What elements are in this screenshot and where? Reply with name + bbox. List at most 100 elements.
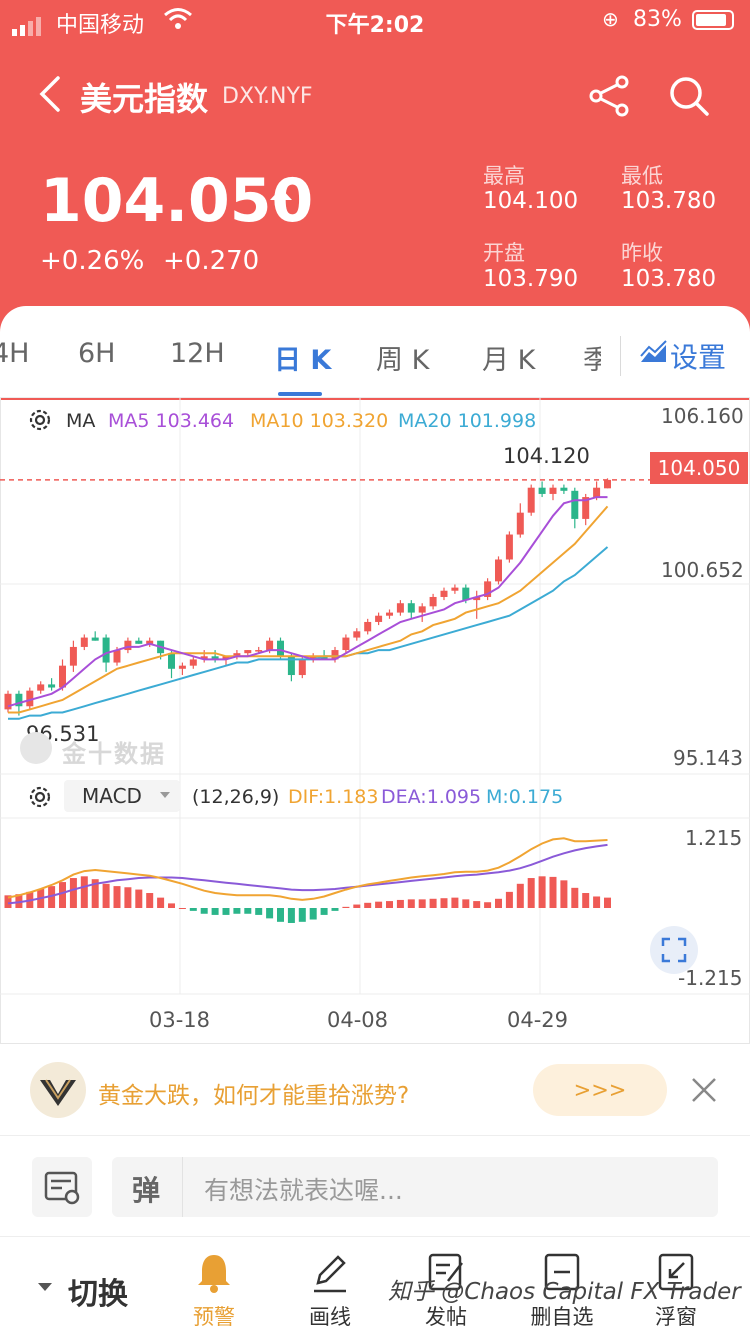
comment-placeholder: 有想法就表达喔... [204, 1176, 403, 1205]
candle-body [113, 650, 121, 663]
carrier-name: 中国移动 [56, 13, 145, 38]
kline-chart[interactable] [0, 398, 750, 1044]
macd-histogram-bar [353, 904, 361, 908]
candle-body [505, 534, 513, 560]
candle-body [59, 665, 66, 688]
tab-4h[interactable]: 4H [0, 338, 30, 369]
candle-body [26, 690, 34, 707]
candle-body [189, 659, 197, 666]
macd-histogram-bar [124, 887, 132, 908]
candle-body [222, 656, 230, 660]
stat-label-open: 开盘 [483, 241, 525, 265]
candle-body [102, 637, 110, 663]
danmaku-badge[interactable]: 弹 [132, 1174, 161, 1207]
chart-settings-icon[interactable] [640, 340, 668, 364]
ma5-line [7, 496, 608, 708]
candle-body [364, 621, 372, 632]
macd-histogram-bar [505, 891, 513, 908]
date-label: 04-29 [507, 1008, 569, 1032]
macd-histogram-bar [331, 908, 339, 911]
change-percent: +0.26% [40, 246, 145, 276]
macd-indicator-select[interactable]: MACD [64, 780, 180, 812]
bottom-toolbar: 切换 预警 画线 发帖 删自选 浮窗 [0, 1236, 750, 1334]
promo-more-button[interactable]: >>> [533, 1064, 667, 1116]
stat-value-high: 104.100 [483, 188, 579, 214]
v-logo-icon [40, 1079, 76, 1106]
period-tabs: 4H 6H 12H 日 K 周 K 月 K 季 设置 [0, 306, 750, 398]
macd-histogram-bar [462, 899, 470, 908]
macd-histogram-bar [287, 908, 295, 923]
price-axis-mid: 100.652 [661, 558, 744, 582]
tab-quarterly[interactable]: 季 [583, 345, 601, 376]
battery-percent: 83% [633, 7, 682, 32]
macd-histogram-bar [593, 896, 601, 908]
macd-histogram-bar [320, 908, 328, 915]
stat-value-open: 103.790 [483, 266, 579, 292]
macd-histogram-bar [396, 899, 404, 908]
candle-body [451, 587, 459, 591]
high-marker-label: 104.120 [503, 444, 590, 468]
ma20-line [8, 546, 609, 720]
macd-histogram-bar [429, 898, 437, 908]
candle-body [48, 684, 56, 688]
tab-weekly[interactable]: 周 K [376, 345, 430, 376]
macd-histogram-bar [113, 886, 121, 908]
signal-icon [12, 11, 44, 36]
macd-histogram-bar [157, 897, 165, 908]
macd-settings-gear-icon[interactable] [26, 783, 54, 811]
tab-monthly[interactable]: 月 K [482, 345, 536, 376]
promo-banner[interactable]: 黄金大跌，如何才能重拾涨势? >>> [0, 1046, 750, 1136]
divider [182, 1157, 183, 1217]
candle-body [429, 596, 437, 607]
macd-histogram-bar [222, 908, 230, 915]
macd-histogram-bar [4, 895, 12, 908]
up-arrow-icon [270, 188, 292, 212]
candle-body [277, 640, 284, 657]
candle-body [37, 684, 45, 691]
remove-watchlist-icon [544, 1253, 580, 1291]
current-price-tag: 104.050 [650, 452, 748, 484]
tab-divider [620, 336, 621, 376]
search-icon[interactable] [667, 74, 711, 118]
candle-body [124, 640, 132, 651]
ma20-value: MA20 101.998 [398, 410, 537, 432]
candle-body [473, 596, 481, 601]
dea-line [7, 843, 608, 905]
fullscreen-button[interactable] [650, 926, 698, 974]
date-label: 04-08 [327, 1008, 389, 1032]
tab-6h[interactable]: 6H [78, 338, 116, 369]
candle-body [4, 693, 12, 710]
ma-settings-gear-icon[interactable] [26, 406, 54, 434]
candle-body [233, 653, 241, 657]
promo-text[interactable]: 黄金大跌，如何才能重拾涨势? [98, 1083, 410, 1109]
ma10-value: MA10 103.320 [250, 410, 389, 432]
tab-12h[interactable]: 12H [170, 338, 225, 369]
compose-icon [428, 1253, 463, 1291]
active-tab-indicator [278, 392, 322, 396]
price-axis-bottom: 95.143 [673, 746, 743, 770]
macd-histogram-bar [211, 908, 219, 915]
macd-histogram-bar [102, 883, 110, 908]
candle-body [80, 637, 88, 647]
macd-histogram-bar [200, 908, 208, 914]
note-button[interactable] [32, 1157, 92, 1217]
caret-down-icon [38, 1283, 52, 1291]
comment-input[interactable]: 弹 有想法就表达喔... [112, 1157, 718, 1217]
settings-button[interactable]: 设置 [670, 341, 727, 374]
candle-body [571, 490, 579, 519]
draw-line-label: 画线 [309, 1305, 351, 1329]
candle-body [495, 559, 502, 582]
share-icon[interactable] [588, 74, 632, 118]
macd-histogram-bar [244, 908, 252, 914]
macd-axis-top: 1.215 [685, 826, 743, 850]
macd-histogram-bar [277, 908, 284, 922]
back-arrow-icon[interactable] [34, 70, 64, 118]
macd-histogram-bar [15, 894, 23, 908]
tab-daily[interactable]: 日 K [274, 345, 332, 376]
candle-body [593, 487, 601, 498]
stat-value-low: 103.780 [621, 188, 717, 214]
stat-label-high: 最高 [483, 164, 525, 188]
close-icon[interactable] [690, 1076, 718, 1104]
nav-bar: 美元指数 DXY.NYF [0, 60, 750, 130]
candle-body [516, 512, 524, 535]
